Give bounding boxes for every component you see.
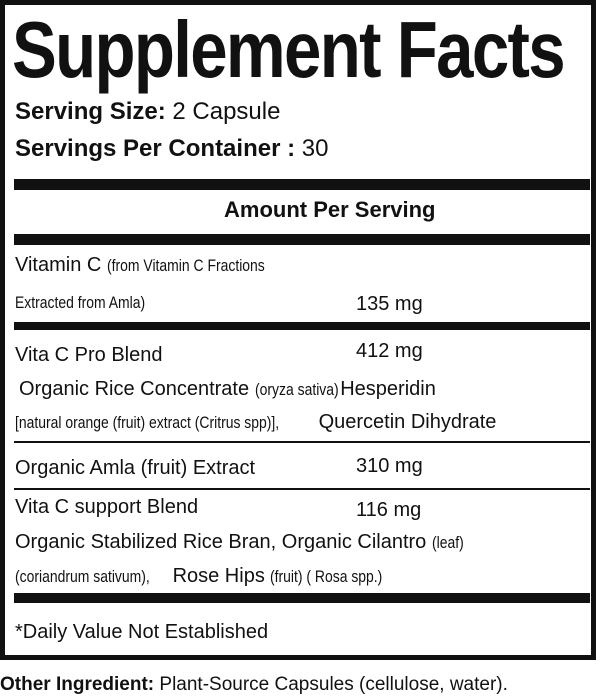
blend-ingredients-line: Organic Rice Concentrate (oryza sativa) …: [19, 377, 436, 402]
ingredient-text: Organic Stabilized Rice Bran, Organic Ci…: [15, 531, 427, 553]
serving-size: Serving Size: 2 Capsule: [15, 98, 280, 126]
divider-thick: [14, 322, 590, 330]
ingredient-text: Rose Hips: [172, 565, 265, 587]
blend-ingredients-line: (coriandrum sativum), Rose Hips (fruit) …: [15, 564, 407, 589]
nutrient-amount: 310 mg: [356, 455, 423, 477]
servings-per-container-value: 30: [301, 135, 329, 162]
nutrient-amount: 135 mg: [356, 293, 423, 315]
servings-per-container: Servings Per Container : 30: [15, 135, 328, 163]
nutrient-name: Vita C support Blend: [15, 496, 199, 518]
divider-thin: [14, 441, 590, 443]
nutrient-name: Vita C Pro Blend: [15, 344, 163, 366]
nutrient-name: Vitamin C: [15, 254, 102, 276]
ingredient-detail: (fruit) ( Rosa spp.): [270, 567, 383, 586]
footnote: *Daily Value Not Established: [15, 621, 269, 643]
nutrient-name: Organic Amla (fruit) Extract: [15, 457, 256, 479]
ingredient-detail: (coriandrum sativum),: [15, 567, 150, 586]
nutrient-detail-line: Extracted from Amla): [15, 290, 174, 315]
blend-ingredients-line: Organic Stabilized Rice Bran, Organic Ci…: [15, 530, 471, 555]
blend-ingredients-line: [natural orange (fruit) extract (Critrus…: [15, 410, 496, 435]
nutrient-detail: (from Vitamin C Fractions: [106, 256, 265, 275]
nutrient-amount: 412 mg: [356, 340, 423, 362]
ingredient-detail: (leaf): [431, 533, 464, 552]
divider-thin: [14, 488, 590, 490]
serving-size-label: Serving Size:: [15, 98, 166, 125]
ingredient-detail: (oryza sativa): [254, 380, 339, 399]
ingredient-text: Organic Rice Concentrate: [19, 378, 250, 400]
divider-thick: [14, 593, 590, 603]
nutrient-row-vitamin-c: Vitamin C (from Vitamin C Fractions: [15, 253, 299, 278]
ingredient-text: Hesperidin: [340, 378, 436, 400]
divider-thick: [14, 234, 590, 245]
other-ingredient: Other Ingredient: Plant-Source Capsules …: [0, 673, 508, 697]
panel-title: Supplement Facts: [12, 5, 566, 94]
divider-thick: [14, 179, 590, 190]
nutrient-detail: Extracted from Amla): [15, 293, 146, 312]
serving-size-value: 2 Capsule: [172, 98, 281, 125]
supplement-facts-panel: [0, 0, 596, 660]
ingredient-text: Quercetin Dihydrate: [318, 411, 497, 433]
other-ingredient-value: Plant-Source Capsules (cellulose, water)…: [159, 674, 508, 695]
ingredient-detail: [natural orange (fruit) extract (Critrus…: [15, 413, 280, 432]
other-ingredient-label: Other Ingredient:: [0, 674, 155, 695]
amount-per-serving-header: Amount Per Serving: [224, 197, 436, 222]
nutrient-amount: 116 mg: [356, 499, 422, 521]
servings-per-container-label: Servings Per Container :: [15, 135, 296, 162]
